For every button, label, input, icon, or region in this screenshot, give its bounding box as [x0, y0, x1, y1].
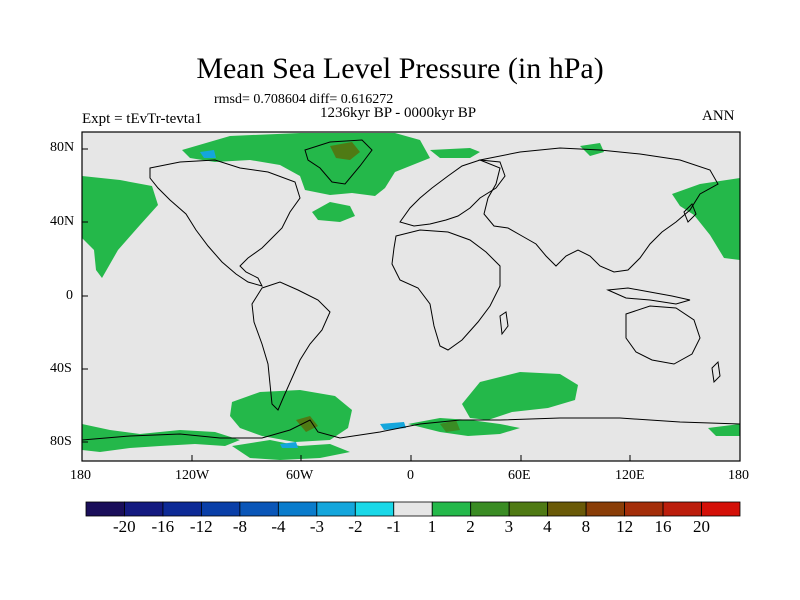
stats-line: rmsd= 0.708604 diff= 0.616272 — [214, 92, 394, 107]
colorbar-swatch — [662, 501, 702, 517]
colorbar-swatch — [277, 501, 318, 517]
colorbar-label: 4 — [543, 517, 552, 536]
patch-antarctic-b — [440, 420, 460, 432]
anomaly-north-pacific-west — [672, 178, 740, 260]
colorbar-swatch — [393, 501, 433, 517]
colorbar-swatch — [701, 501, 741, 517]
axis-ticks — [81, 148, 741, 461]
coast-antarctica — [81, 417, 741, 441]
colorbar-label: -16 — [151, 517, 175, 536]
coast-madagascar — [499, 311, 509, 336]
coast-japan — [683, 203, 697, 223]
anomaly-scandinavia — [430, 148, 480, 158]
lat-label-0: 0 — [66, 288, 73, 303]
period-line: 1236kyr BP - 0000kyr BP — [320, 105, 477, 121]
colorbar-swatch — [431, 501, 472, 517]
colorbar-swatch — [85, 501, 125, 517]
coast-greenland — [304, 139, 373, 185]
colorbar-swatch — [201, 501, 241, 517]
lon-label-180w: 180 — [70, 468, 91, 483]
anomaly-southern-ocean-west — [82, 424, 240, 452]
coast-asia — [478, 147, 719, 273]
season-label: ANN — [702, 108, 735, 124]
patch-greenland-high — [330, 142, 360, 160]
colorbar-label: -8 — [232, 517, 248, 536]
colorbar-label: 12 — [616, 517, 634, 536]
coast-australia — [625, 305, 701, 365]
lon-label-120e: 120E — [615, 468, 645, 483]
colorbar-swatch — [124, 501, 164, 517]
colorbar-swatch — [316, 501, 356, 517]
colorbar-label: 8 — [581, 517, 591, 536]
patch-south-negative — [280, 442, 298, 448]
coast-europe — [399, 159, 506, 227]
colorbar-swatch — [585, 501, 625, 517]
colorbar-swatch — [239, 501, 279, 517]
map-background — [82, 132, 740, 461]
coast-north-america — [149, 159, 301, 287]
colorbar-label: 16 — [654, 517, 672, 536]
lon-label-120w: 120W — [175, 468, 210, 483]
colorbar-label: -4 — [271, 517, 286, 536]
anomaly-south-indian — [462, 372, 578, 420]
anomaly-south-pacific — [230, 390, 352, 442]
colorbar-label: 1 — [427, 517, 437, 536]
lat-label-80s: 80S — [50, 434, 72, 449]
colorbar-swatch — [624, 501, 664, 517]
anomaly-antarctic-coast — [232, 440, 350, 460]
colorbar-swatch — [470, 501, 510, 517]
lat-label-80n: 80N — [50, 140, 75, 155]
colorbar-swatch — [162, 501, 202, 517]
anomaly-north-pacific-east — [82, 176, 158, 278]
colorbar-swatch — [508, 501, 549, 517]
coastlines — [81, 139, 741, 441]
strong-anomaly-patches — [200, 142, 460, 448]
colorbar-label: -2 — [348, 517, 363, 536]
patch-arctic-negative — [200, 150, 216, 158]
colorbar-label: -1 — [386, 517, 401, 536]
colorbar-label: -12 — [189, 517, 213, 536]
patch-antarctic-a — [296, 416, 318, 432]
lon-label-0: 0 — [407, 468, 414, 483]
colorbar-label: 3 — [504, 517, 514, 536]
coast-africa — [391, 229, 501, 351]
positive-anomaly-regions — [82, 133, 740, 460]
lon-label-60e: 60E — [508, 468, 531, 483]
colorbar-label: 2 — [466, 517, 475, 536]
lon-label-180e: 180 — [728, 468, 749, 483]
experiment-label: Expt = tEvTr-tevta1 — [82, 111, 203, 127]
colorbar — [85, 501, 741, 517]
lat-label-40n: 40N — [50, 214, 75, 229]
colorbar-label: -20 — [112, 517, 136, 536]
colorbar-label: 20 — [693, 517, 711, 536]
lat-label-40s: 40S — [50, 361, 72, 376]
colorbar-swatch — [354, 501, 395, 517]
anomaly-north-atlantic — [312, 202, 355, 222]
anomaly-greenland — [182, 133, 430, 196]
coast-indonesia — [606, 287, 691, 305]
coast-south-america — [251, 281, 331, 411]
colorbar-label: -3 — [309, 517, 324, 536]
coast-new-zealand — [711, 360, 721, 384]
lon-label-60w: 60W — [286, 468, 314, 483]
map-title: Mean Sea Level Pressure (in hPa) — [196, 52, 604, 85]
colorbar-swatch — [547, 501, 587, 517]
anomaly-ross-sea — [708, 424, 740, 436]
